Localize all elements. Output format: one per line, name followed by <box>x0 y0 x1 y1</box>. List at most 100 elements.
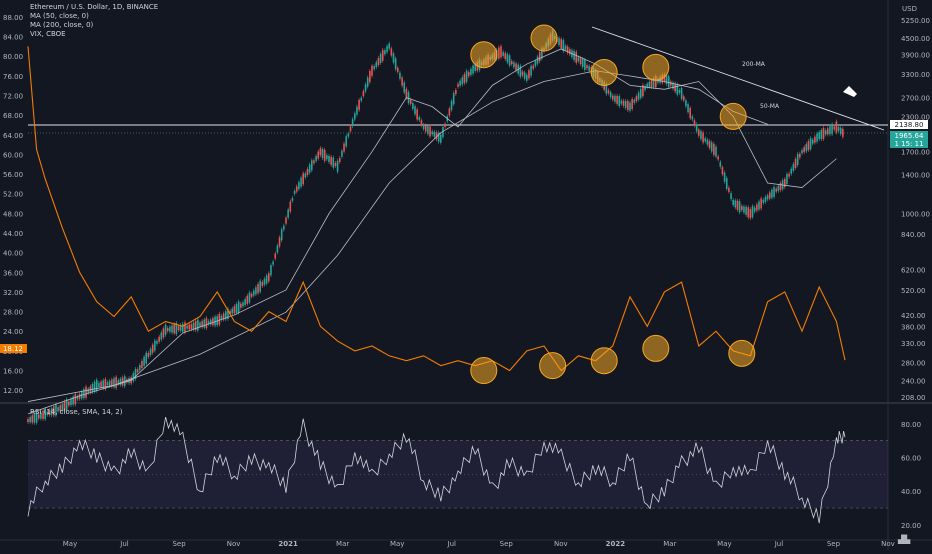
right-axis-tick-label: 3900.00 <box>901 52 930 60</box>
candle-body <box>747 207 750 218</box>
candle-body <box>741 206 743 211</box>
legend-title[interactable]: Ethereum / U.S. Dollar, 1D, BINANCE <box>30 3 159 11</box>
candle-body <box>721 167 724 175</box>
legend-vix[interactable]: VIX, CBOE <box>30 30 66 38</box>
candle-body <box>515 63 517 71</box>
candle-body <box>678 89 681 93</box>
candle-body <box>220 315 223 320</box>
candle-body <box>633 99 636 103</box>
candle-body <box>824 130 827 135</box>
candle-body <box>637 92 640 100</box>
candle-body <box>197 319 199 331</box>
left-axis-tick-label: 68.00 <box>3 112 23 120</box>
candle-body <box>541 47 543 59</box>
candle-body <box>121 377 124 386</box>
candle-body <box>78 393 81 399</box>
right-axis-tick-label: 420.00 <box>901 312 926 320</box>
candle-body <box>136 369 139 373</box>
candle-body <box>306 169 309 176</box>
candle-body <box>773 186 775 197</box>
candle-body <box>470 68 472 75</box>
candle-body <box>796 154 799 166</box>
candle-body <box>412 103 414 110</box>
candle-body <box>93 381 96 392</box>
candle-body <box>29 417 31 423</box>
legend-ma200[interactable]: MA (200, close, 0) <box>30 21 94 29</box>
candle-body <box>725 177 728 189</box>
candle-body <box>362 91 365 97</box>
rsi-legend[interactable]: RSI (14, close, SMA, 14, 2) <box>30 408 123 416</box>
candle-body <box>816 133 818 142</box>
candle-body <box>154 340 156 351</box>
candle-body <box>820 130 823 140</box>
candle-body <box>48 409 51 415</box>
candle-body <box>76 396 79 400</box>
candle-body <box>272 261 274 265</box>
candle-body <box>366 77 369 87</box>
candle-body <box>302 173 304 185</box>
candle-body <box>108 380 111 386</box>
candle-body <box>237 301 240 313</box>
right-axis-tick-label: 620.00 <box>901 266 926 274</box>
right-axis-tick-label: 1000.00 <box>901 211 930 219</box>
candle-body <box>642 85 644 97</box>
candle-body <box>717 156 719 160</box>
candle-body <box>811 139 814 144</box>
left-axis-tick-label: 60.00 <box>3 151 23 159</box>
candle-body <box>431 131 433 135</box>
candle-body <box>317 151 320 159</box>
candle-body <box>149 348 152 355</box>
candle-body <box>252 290 255 296</box>
candle-body <box>809 138 812 150</box>
highlight-circle <box>470 357 498 385</box>
left-axis-tick-label: 80.00 <box>3 53 23 61</box>
candle-body <box>822 127 825 139</box>
left-axis-tick-label: 36.00 <box>3 269 23 277</box>
candle-body <box>166 327 169 331</box>
candle-body <box>562 40 565 52</box>
ma50-line <box>27 48 837 415</box>
candle-body <box>639 88 642 98</box>
candle-body <box>201 321 203 328</box>
left-axis-tick-label: 44.00 <box>3 230 23 238</box>
candle-body <box>457 83 459 87</box>
candle-body <box>760 198 762 209</box>
vix-last-label: 18.12 <box>3 345 23 353</box>
candle-body <box>635 96 638 102</box>
candle-body <box>416 109 418 120</box>
candle-body <box>534 61 537 67</box>
candle-body <box>59 405 62 412</box>
candle-body <box>734 200 737 208</box>
legend-ma50[interactable]: MA (50, close, 0) <box>30 12 89 20</box>
candle-body <box>429 126 431 137</box>
right-axis-tick-label: 280.00 <box>901 359 926 367</box>
x-axis-tick-label: Mar <box>336 540 349 548</box>
candle-body <box>373 66 375 70</box>
highlight-circle <box>642 334 670 362</box>
candle-body <box>461 77 464 85</box>
left-axis-tick-label: 12.00 <box>3 387 23 395</box>
candle-body <box>315 155 317 161</box>
annotation-50ma: 50-MA <box>760 103 780 110</box>
candle-body <box>702 132 704 143</box>
candle-body <box>55 404 57 416</box>
candle-body <box>268 273 270 282</box>
candle-body <box>356 106 358 115</box>
right-axis-tick-label: 2700.00 <box>901 95 930 103</box>
candle-body <box>156 340 158 344</box>
candle-body <box>212 318 214 326</box>
candle-body <box>738 201 741 213</box>
candle-body <box>31 415 34 423</box>
candle-body <box>177 326 180 331</box>
candle-body <box>504 53 507 60</box>
candle-body <box>330 156 332 165</box>
candle-body <box>392 53 395 63</box>
candle-body <box>708 141 711 149</box>
price-label: 2138.80 <box>895 121 924 129</box>
x-axis-tick-label: May <box>717 540 731 548</box>
candle-body <box>171 325 173 333</box>
candle-body <box>240 303 242 308</box>
left-axis-tick-label: 56.00 <box>3 171 23 179</box>
candle-body <box>676 84 679 95</box>
